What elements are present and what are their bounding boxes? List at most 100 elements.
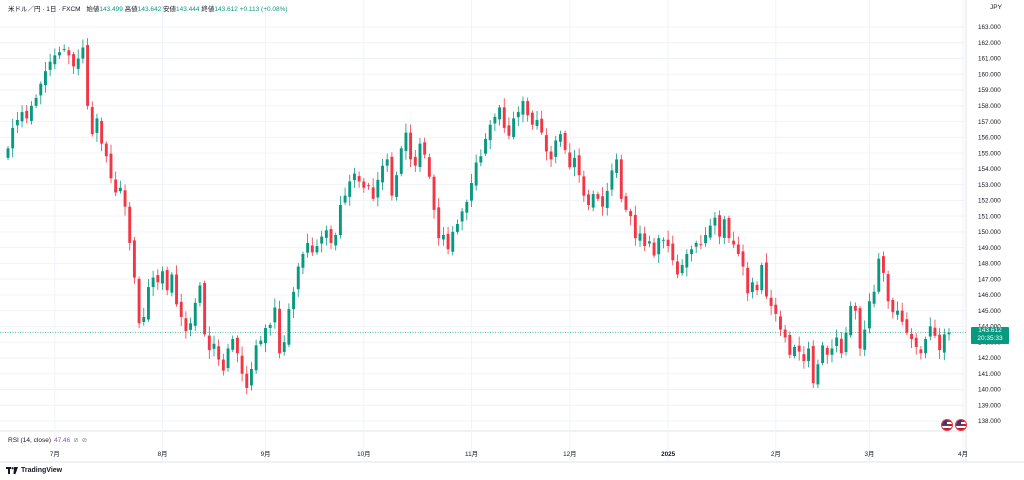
candle-body [221, 359, 225, 371]
candle-body [282, 342, 286, 352]
candle-body [165, 270, 169, 291]
candle-body [802, 354, 806, 362]
candle-body [334, 235, 338, 246]
candle-body [203, 282, 207, 335]
candle-body [779, 316, 782, 330]
tradingview-logo[interactable]: TradingView [6, 467, 62, 474]
candle-body [573, 157, 576, 168]
candle-body [207, 335, 211, 351]
candle-body [624, 196, 628, 210]
hide-eye-icon[interactable]: ⊘ [73, 437, 79, 444]
candle-body [20, 112, 24, 122]
candle-body [249, 368, 253, 386]
low-value: 143.444 [176, 6, 200, 13]
candle-body [90, 107, 94, 135]
candle-body [498, 107, 502, 120]
candle-body [58, 52, 61, 56]
price-tick-label: 140.000 [978, 387, 1001, 394]
time-tick-label: 2025 [661, 451, 676, 458]
candle-body [713, 217, 717, 226]
candle-body [512, 118, 516, 138]
candle-body [357, 176, 361, 182]
price-tick-label: 152.000 [978, 198, 1001, 205]
rsi-label[interactable]: RSI (14, close) [8, 437, 51, 444]
candle-body [647, 241, 651, 244]
candle-body [310, 245, 314, 253]
candle-body [100, 120, 104, 144]
candle-body [535, 119, 539, 126]
candle-body [886, 274, 890, 302]
time-tick-label: 12月 [563, 450, 576, 458]
candle-body [905, 319, 909, 333]
candle-body [825, 347, 829, 355]
candle-body [390, 156, 394, 196]
currency-label[interactable]: JPY [990, 4, 1002, 11]
price-tick-label: 156.000 [978, 135, 1001, 142]
candle-body [395, 175, 399, 197]
candle-body [933, 327, 937, 336]
candle-body [343, 195, 347, 203]
symbol-header: 米ドル／円 · 1日 · FXCM 始値143.499 高値143.642 安値… [8, 3, 288, 13]
tradingview-logo-icon [6, 467, 18, 474]
candle-body [245, 373, 249, 388]
candle-body [34, 97, 38, 106]
price-tick-label: 150.000 [978, 229, 1001, 236]
candle-body [479, 156, 483, 163]
candle-body [924, 339, 928, 354]
candle-body [544, 135, 548, 152]
event-flags[interactable] [941, 419, 967, 431]
low-label: 安値 [163, 6, 177, 13]
candle-body [175, 274, 178, 305]
candle-body [264, 328, 267, 344]
high-label: 高値 [124, 6, 138, 13]
candle-body [722, 219, 726, 238]
us-flag-icon[interactable] [955, 419, 967, 431]
candle-body [404, 132, 408, 151]
price-tick-label: 149.000 [978, 245, 1001, 252]
candle-body [76, 58, 80, 69]
last-price-value: 143.612 [978, 327, 1002, 334]
candle-body [278, 308, 281, 354]
candle-body [666, 239, 670, 247]
candle-body [488, 124, 492, 141]
time-tick-label: 11月 [465, 450, 478, 458]
candle-body [460, 211, 464, 222]
candle-body [914, 337, 918, 347]
candle-body [797, 345, 801, 352]
candle-body [582, 176, 586, 196]
candle-body [399, 148, 403, 174]
candle-body [455, 224, 459, 232]
time-tick-label: 3月 [865, 450, 875, 458]
settings-icon[interactable]: ⊘ [81, 437, 88, 444]
candle-body [95, 118, 99, 133]
candle-body [947, 332, 951, 335]
close-label: 終値 [201, 6, 215, 13]
candle-body [301, 253, 305, 268]
candle-body [413, 156, 417, 166]
candle-body [273, 307, 277, 323]
candle-body [81, 47, 85, 59]
symbol-title[interactable]: 米ドル／円 · 1日 · FXCM [8, 6, 81, 13]
candle-body [521, 101, 525, 115]
change-value: +0.113 (+0.08%) [239, 6, 288, 13]
candle-body [465, 201, 469, 213]
candle-body [184, 318, 188, 332]
candle-body [409, 132, 413, 160]
candle-body [891, 299, 895, 313]
rsi-indicator-legend[interactable]: RSI (14, close) 47.46 ⊘ ⊘ [8, 436, 87, 444]
candle-body [109, 153, 113, 179]
price-axis[interactable]: 163.000 162.000 161.000 160.000 159.000 158.0… [978, 24, 1001, 425]
candle-body [11, 127, 15, 149]
price-tick-label: 157.000 [978, 119, 1001, 126]
candle-body [633, 214, 637, 239]
candle-body [750, 282, 754, 293]
time-axis[interactable]: 7月8月9月10月11月12月20252月3月4月5月6月 [50, 450, 1024, 458]
candle-body [86, 44, 90, 106]
candle-body [863, 329, 867, 350]
candle-body [882, 256, 885, 273]
candle-body [62, 49, 66, 51]
candle-body [610, 170, 614, 190]
candle-body [268, 324, 272, 329]
us-flag-icon[interactable] [941, 419, 953, 431]
